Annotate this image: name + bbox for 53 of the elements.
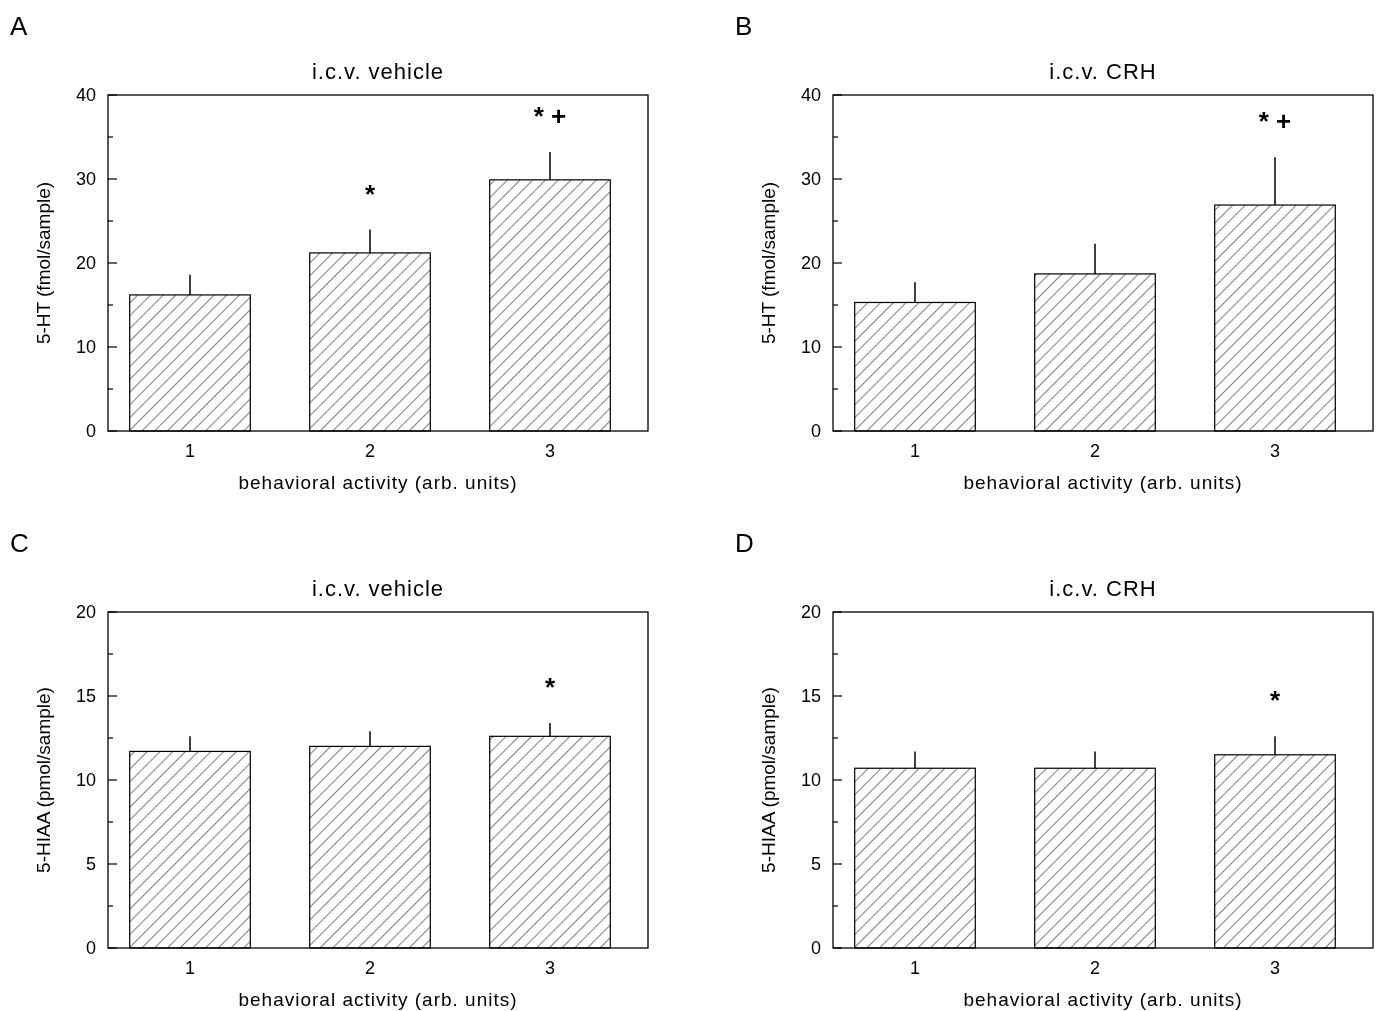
y-tick-label: 30: [800, 169, 821, 190]
text: C: [10, 528, 29, 558]
x-tick-label: 1: [909, 441, 921, 461]
y-tick-label: 0: [85, 421, 96, 442]
annotation: * +: [1258, 106, 1292, 137]
y-axis-title: 5-HIAA (pmol/sample): [758, 687, 779, 873]
y-tick-label: 0: [810, 421, 821, 442]
y-tick-label: 20: [800, 253, 821, 274]
chart-title: i.c.v. vehicle: [311, 576, 445, 601]
y-tick-label: 0: [85, 938, 96, 959]
y-tick-label: 20: [800, 602, 821, 623]
x-axis-title: behavioral activity (arb. units): [963, 472, 1243, 493]
x-tick-label: 3: [544, 441, 556, 461]
x-tick-label: 1: [184, 441, 196, 461]
y-tick-label: 10: [800, 770, 821, 791]
x-tick-label: 3: [1269, 958, 1281, 978]
x-tick-label: 1: [184, 958, 196, 978]
x-tick-label: 2: [364, 958, 376, 978]
y-tick-label: 10: [800, 337, 821, 358]
y-tick-label: 30: [75, 169, 96, 190]
y-tick-label: 15: [800, 686, 821, 707]
y-tick-label: 20: [75, 253, 96, 274]
x-tick-label: 2: [364, 441, 376, 461]
y-tick-label: 15: [75, 686, 96, 707]
annotation: * +: [533, 101, 567, 132]
y-tick-label: 10: [75, 337, 96, 358]
chart-title: i.c.v. CRH: [1049, 576, 1157, 601]
text: D: [735, 528, 754, 558]
y-axis-title: 5-HT (fmol/sample): [33, 181, 54, 345]
annotation: *: [1269, 685, 1281, 716]
y-tick-label: 5: [85, 854, 96, 875]
annotation: *: [364, 178, 376, 209]
chart-title: i.c.v. vehicle: [311, 59, 445, 84]
x-tick-label: 1: [909, 958, 921, 978]
annotation: *: [544, 671, 556, 702]
text: A: [10, 11, 28, 41]
text: B: [735, 11, 753, 41]
y-tick-label: 20: [75, 602, 96, 623]
y-axis-title: 5-HT (fmol/sample): [758, 181, 779, 345]
y-tick-label: 40: [75, 85, 96, 106]
y-tick-label: 5: [810, 854, 821, 875]
x-tick-label: 3: [544, 958, 556, 978]
y-tick-label: 0: [810, 938, 821, 959]
y-tick-label: 10: [75, 770, 96, 791]
chart-title: i.c.v. CRH: [1049, 59, 1157, 84]
x-tick-label: 2: [1089, 958, 1101, 978]
y-tick-label: 40: [800, 85, 821, 106]
x-tick-label: 3: [1269, 441, 1281, 461]
x-axis-title: behavioral activity (arb. units): [238, 989, 518, 1010]
x-axis-title: behavioral activity (arb. units): [238, 472, 518, 493]
x-tick-label: 2: [1089, 441, 1101, 461]
x-axis-title: behavioral activity (arb. units): [963, 989, 1243, 1010]
y-axis-title: 5-HIAA (pmol/sample): [33, 687, 54, 873]
